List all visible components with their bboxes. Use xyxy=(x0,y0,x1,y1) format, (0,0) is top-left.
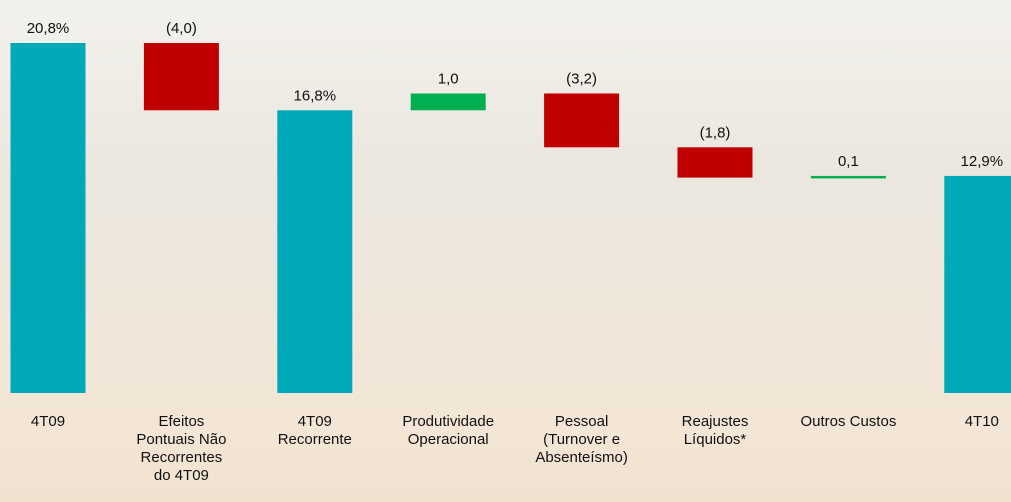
bar xyxy=(544,93,620,148)
bar xyxy=(944,175,1011,393)
value-label: (3,2) xyxy=(566,70,597,87)
category-label: 4T09 Recorrente xyxy=(277,413,352,448)
category-label: Produtividade Operacional xyxy=(402,413,495,448)
bar xyxy=(677,147,753,178)
bar xyxy=(143,43,219,111)
value-label: 0,1 xyxy=(838,153,859,170)
category-label: Efeitos Pontuais Não Recorrentes do 4T09 xyxy=(136,413,227,484)
bar xyxy=(10,43,86,393)
value-label: 12,9% xyxy=(961,153,1004,170)
category-label: Pessoal (Turnover e Absenteísmo) xyxy=(535,413,628,466)
bar xyxy=(410,93,486,111)
value-label: 16,8% xyxy=(294,87,337,104)
category-label: Outros Custos xyxy=(800,413,897,430)
category-label: 4T10 xyxy=(964,413,999,430)
value-label: 20,8% xyxy=(27,20,70,37)
value-label: (4,0) xyxy=(166,20,197,37)
category-label: 4T09 xyxy=(30,413,66,430)
value-label: (1,8) xyxy=(700,124,731,141)
value-label: 1,0 xyxy=(438,70,459,87)
bar xyxy=(277,110,353,394)
bar xyxy=(810,175,886,179)
category-label: Reajustes Líquidos* xyxy=(681,413,749,448)
